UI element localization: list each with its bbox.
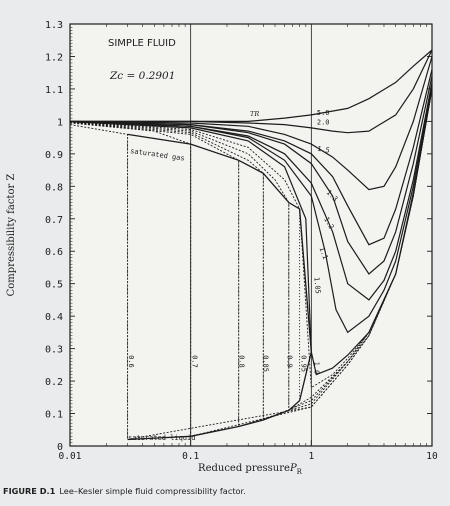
- x-axis-symbol: P: [289, 463, 297, 474]
- figure-number: FIGURE D.1: [3, 486, 56, 496]
- x-axis-subscript: R: [297, 468, 303, 476]
- isotherm-label: 1.0: [312, 362, 320, 375]
- zc-annotation: Zc = 0.2901: [109, 70, 175, 82]
- isotherm-label: 0.6: [127, 355, 135, 368]
- y-tick-label: 0.7: [45, 215, 63, 226]
- isotherm-line: [70, 49, 433, 134]
- plot-area: [70, 24, 432, 446]
- isotherm-line: [69, 56, 433, 191]
- x-axis-title-text: Reduced pressure: [198, 463, 290, 474]
- figure-caption: FIGURE D.1 Lee–Kesler simple fluid compre…: [3, 486, 447, 496]
- y-tick-label: 0.9: [45, 150, 63, 161]
- y-tick-label: 1.2: [45, 52, 63, 63]
- y-tick-label: 1.3: [45, 20, 63, 31]
- isotherm-line: [69, 75, 433, 275]
- y-tick-label: 0.8: [45, 182, 63, 193]
- saturated-liquid-curve: [127, 351, 312, 441]
- isotherm-label: 1.1: [317, 246, 329, 261]
- chart-title: SIMPLE FLUID: [108, 38, 176, 49]
- x-tick-label: 0.1: [182, 451, 199, 462]
- x-tick-label: 0.01: [59, 451, 82, 462]
- isotherm-line: [69, 88, 433, 421]
- y-tick-label: 0.6: [45, 247, 63, 258]
- compressibility-chart: 5.02.01.51.31.21.11.051.00.950.90.850.80…: [6, 20, 438, 476]
- axis-layer: 0 0.1 0.2 0.3 0.4 0.5 0.6 0.7 0.8 0.9 1 1.1 1.2 1.3 0.…: [45, 20, 438, 462]
- isotherm-line: [69, 85, 433, 334]
- isotherm-label: 2.0: [317, 119, 330, 127]
- isotherm-line: [69, 69, 433, 246]
- isotherm-label: 5.0: [317, 109, 330, 117]
- y-tick-label: 0.1: [45, 410, 63, 421]
- tr-series-label: TR: [250, 110, 259, 118]
- isotherm-line: [70, 49, 433, 122]
- saturated-gas-curve: [127, 133, 312, 352]
- isotherm-label: 0.9: [286, 355, 294, 368]
- y-tick-label: 0.3: [45, 345, 63, 356]
- x-tick-label: 10: [426, 451, 438, 462]
- figure-caption-text: Lee–Kesler simple fluid compressibility …: [59, 486, 246, 496]
- y-tick-label: 0.5: [45, 280, 63, 291]
- isotherm-label: 0.7: [191, 355, 199, 368]
- x-axis-title: Reduced pressurePR: [198, 463, 303, 476]
- isotherm-line: [69, 88, 433, 441]
- y-tick-label: 1: [57, 117, 63, 128]
- saturated-liquid-label: saturated liquid: [128, 434, 195, 442]
- isotherm-label: 0.95: [299, 355, 307, 372]
- series-layer: [69, 49, 433, 441]
- y-axis-title: Compressibility factor Z: [6, 174, 17, 297]
- isotherm-label: 1.5: [317, 145, 331, 155]
- isotherm-label: 0.8: [238, 355, 246, 368]
- y-tick-label: 0.2: [45, 377, 63, 388]
- isotherm-label: 0.85: [262, 355, 270, 372]
- x-tick-label: 1: [308, 451, 314, 462]
- isotherm-line: [69, 82, 433, 301]
- y-tick-label: 0.4: [45, 312, 63, 323]
- isotherm-line: [69, 88, 433, 389]
- isotherm-label: 1.05: [312, 277, 321, 294]
- y-tick-label: 0: [57, 442, 63, 453]
- y-tick-label: 1.1: [45, 85, 63, 96]
